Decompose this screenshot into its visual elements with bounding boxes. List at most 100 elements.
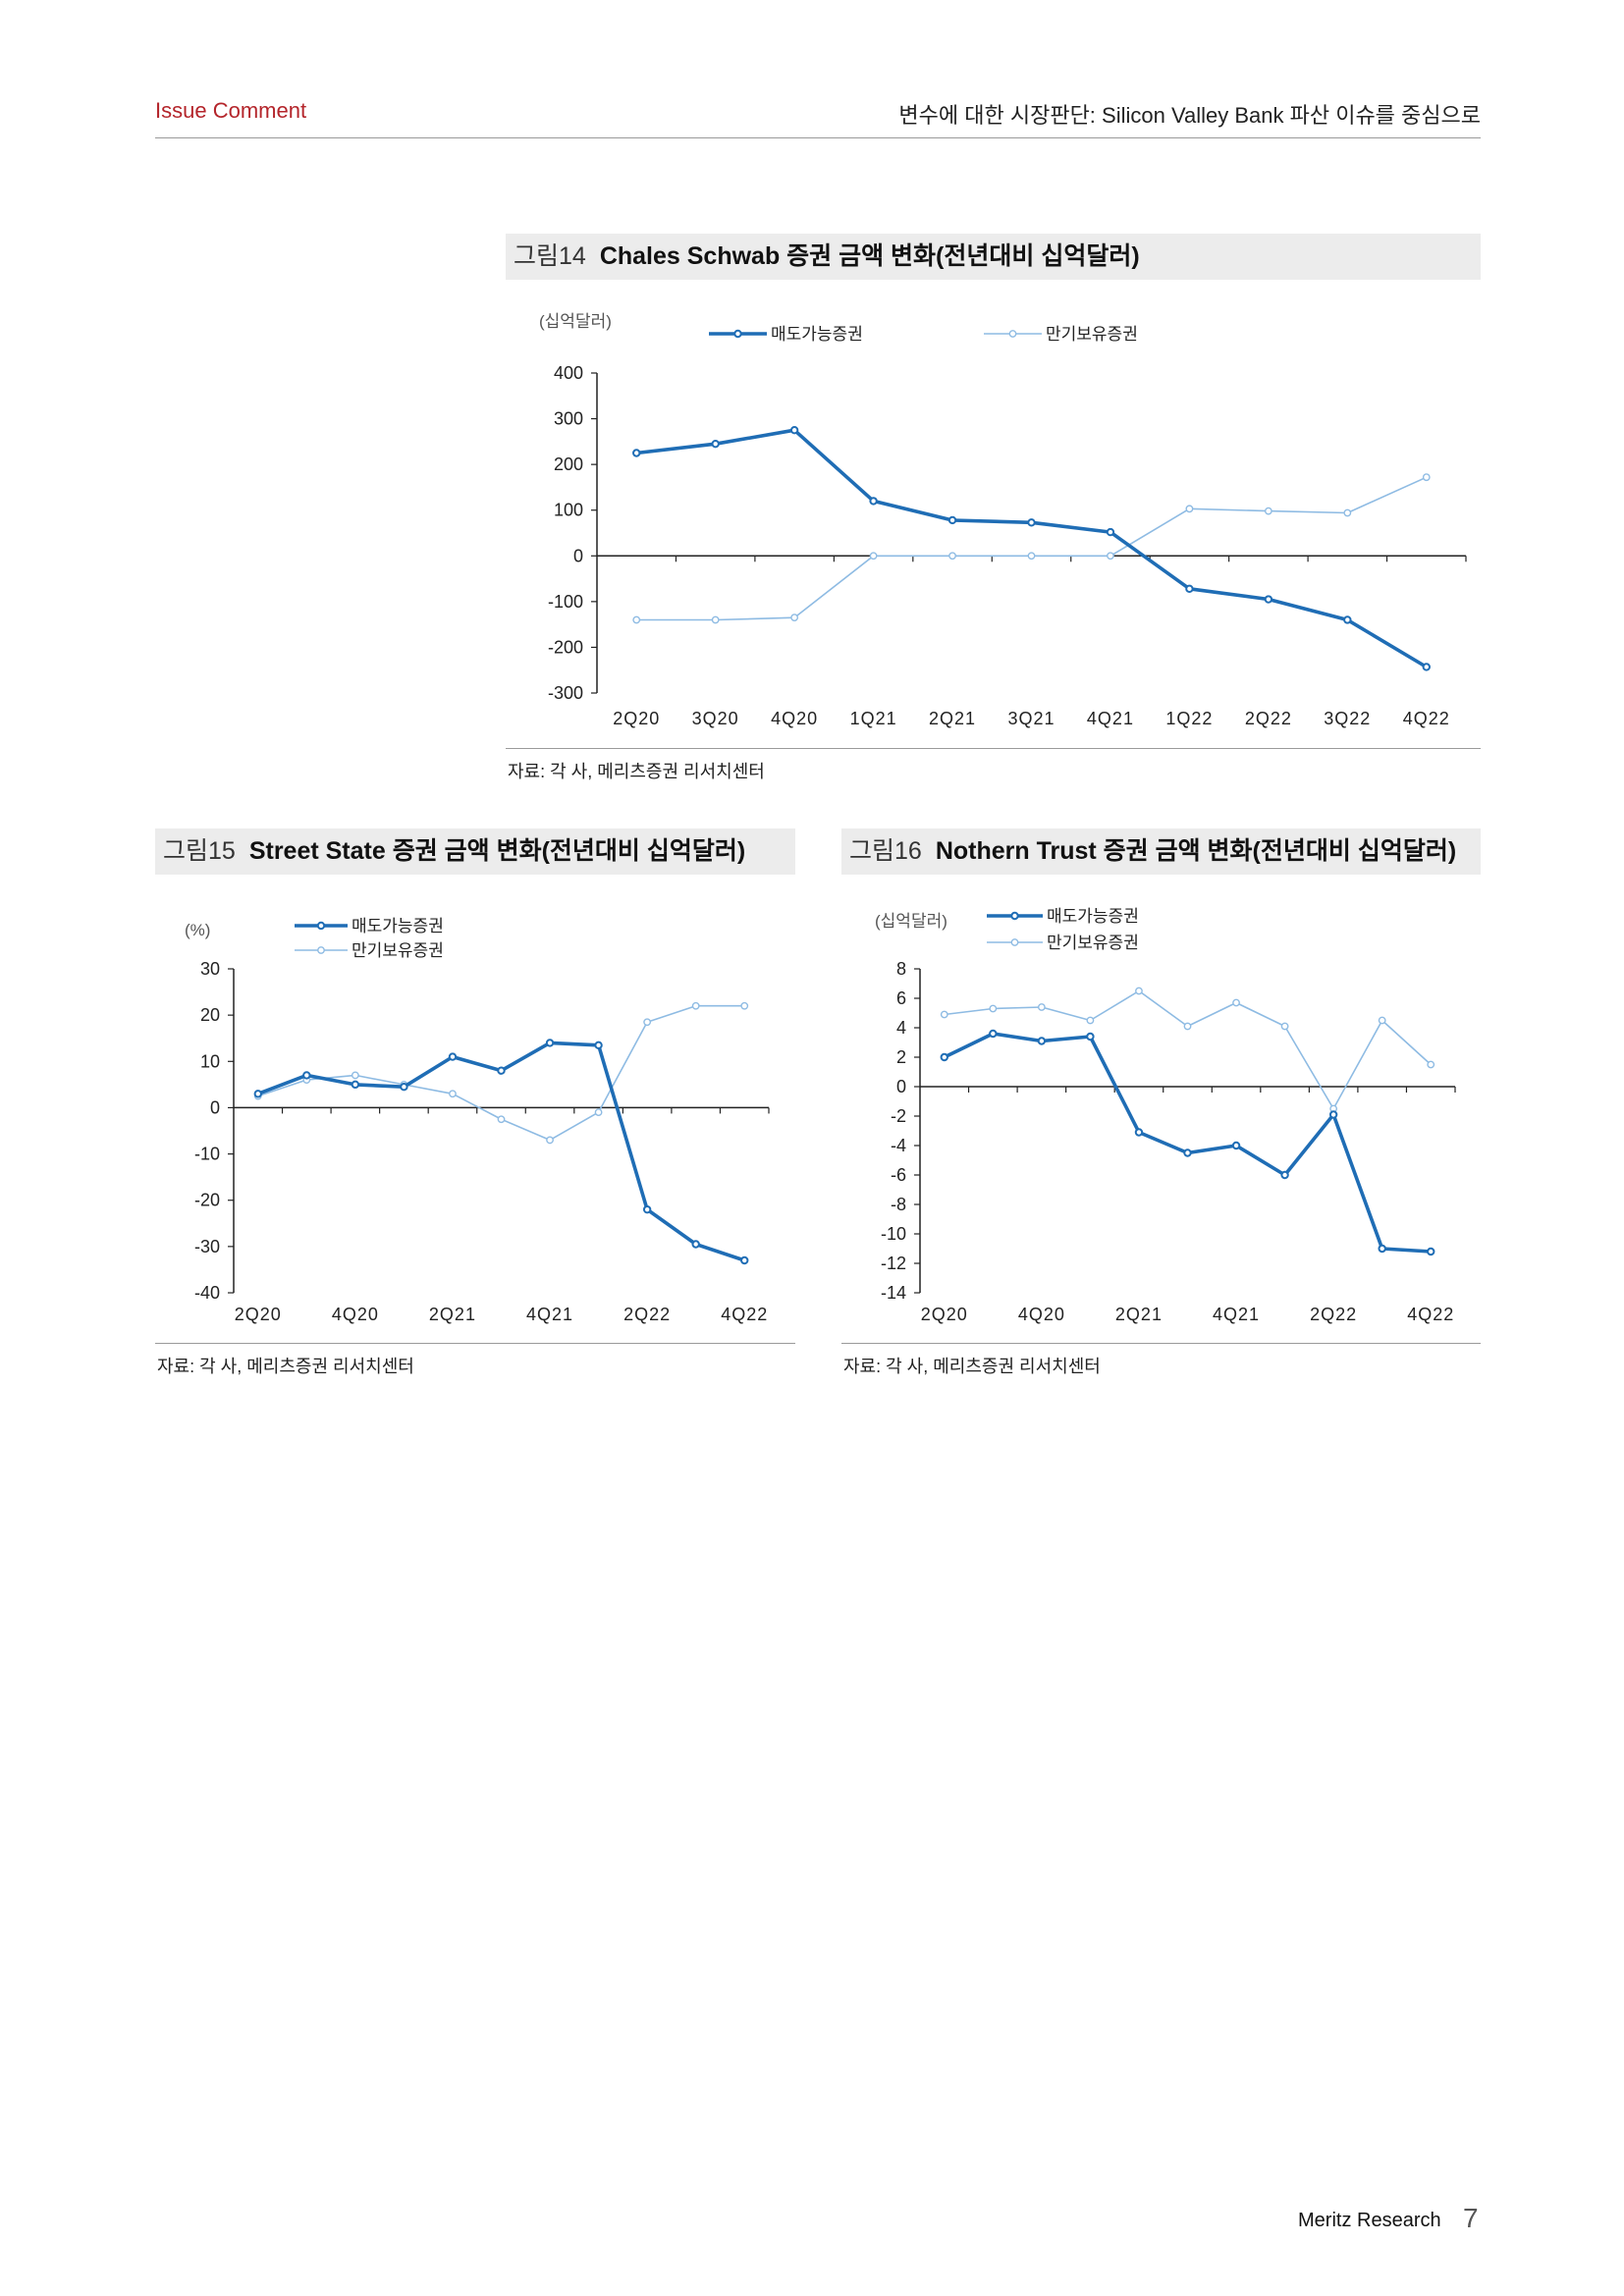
series-1-point	[448, 1052, 458, 1061]
series-1-point	[642, 1204, 652, 1214]
x-tick-label: 4Q22	[1407, 1305, 1454, 1324]
series-2-point	[1185, 505, 1194, 513]
x-tick-label: 2Q22	[1310, 1305, 1357, 1324]
x-tick-label: 2Q21	[429, 1305, 476, 1324]
header-divider	[155, 137, 1481, 138]
series-line-1	[944, 1032, 1432, 1254]
series-2-point	[1037, 1003, 1046, 1011]
series-1-point	[1106, 527, 1115, 537]
legend-marker-1	[1010, 911, 1019, 921]
series-2-point	[643, 1018, 652, 1027]
y-tick-label: -14	[881, 1283, 906, 1303]
y-tick-label: 8	[896, 959, 906, 979]
legend-label-2: 만기보유증권	[352, 941, 444, 960]
series-1-point	[497, 1066, 506, 1075]
series-1-point	[1037, 1037, 1047, 1045]
series-1-point	[947, 515, 957, 525]
legend-label-2: 만기보유증권	[1046, 325, 1138, 344]
series-1-point	[1422, 663, 1431, 671]
figure-15-number: 그림15	[163, 837, 236, 865]
unit-label: (%)	[185, 921, 210, 939]
series-1-point	[1183, 1148, 1192, 1157]
series-2-point	[1264, 507, 1272, 515]
figure-16-source-divider	[841, 1343, 1481, 1344]
figure-15-title: Street State 증권 금액 변화(전년대비 십억달러)	[248, 837, 746, 865]
x-tick-label: 4Q21	[526, 1305, 573, 1324]
series-2-point	[1027, 552, 1036, 561]
y-tick-label: 400	[554, 363, 583, 383]
series-2-point	[989, 1004, 998, 1013]
x-tick-label: 2Q20	[235, 1305, 282, 1324]
series-1-point	[940, 1052, 948, 1062]
x-tick-label: 2Q21	[1115, 1305, 1163, 1324]
legend-label-2: 만기보유증권	[1047, 934, 1139, 952]
legend-label-1: 매도가능증권	[1047, 907, 1139, 926]
series-2-point	[1427, 1060, 1435, 1069]
x-tick-label: 4Q20	[1018, 1305, 1065, 1324]
series-2-point	[1343, 508, 1352, 517]
series-1-point	[400, 1083, 408, 1092]
y-tick-label: 0	[896, 1077, 906, 1096]
series-1-point	[789, 426, 799, 435]
figure-15-source-divider	[155, 1343, 795, 1344]
series-2-point	[1232, 998, 1240, 1007]
series-line-1	[257, 1041, 745, 1262]
figure-16-title: Nothern Trust 증권 금액 변화(전년대비 십억달러)	[935, 837, 1457, 865]
series-1-point	[253, 1090, 262, 1098]
x-tick-label: 2Q22	[623, 1305, 671, 1324]
y-tick-label: -12	[881, 1254, 906, 1273]
series-2-point	[1280, 1022, 1289, 1031]
series-1-point	[594, 1041, 603, 1049]
figure-14-title-bar: 그림14 Chales Schwab 증권 금액 변화(전년대비 십억달러)	[506, 234, 1481, 280]
x-tick-label: 4Q21	[1213, 1305, 1260, 1324]
figure-14-source-divider	[506, 748, 1481, 749]
x-tick-label: 3Q20	[692, 709, 739, 728]
series-1-point	[691, 1240, 700, 1249]
series-1-point	[740, 1255, 749, 1265]
legend-marker-2	[317, 946, 325, 954]
y-tick-label: -2	[891, 1106, 906, 1126]
y-tick-label: 200	[554, 454, 583, 474]
series-2-point	[1107, 552, 1114, 561]
y-tick-label: 300	[554, 409, 583, 429]
x-tick-label: 4Q20	[771, 709, 818, 728]
y-tick-label: 100	[554, 501, 583, 520]
series-1-point	[302, 1071, 311, 1080]
series-2-point	[449, 1090, 457, 1098]
series-2-point	[1183, 1022, 1192, 1031]
y-tick-label: 0	[573, 546, 583, 565]
figure-16-title-bar: 그림16 Nothern Trust 증권 금액 변화(전년대비 십억달러)	[841, 828, 1481, 875]
x-tick-label: 2Q20	[613, 709, 660, 728]
y-tick-label: -100	[548, 592, 583, 612]
legend-label-1: 매도가능증권	[771, 325, 863, 344]
series-2-point	[711, 615, 720, 624]
figure-14-chart: (십억달러) 400 300 200 100 0 -100 -200 -300 2Q20 3Q20 4…	[539, 312, 1467, 728]
series-1-point	[989, 1029, 998, 1039]
series-1-point	[1264, 595, 1273, 604]
figure-15-source: 자료: 각 사, 메리츠증권 리서치센터	[157, 1357, 414, 1376]
unit-label: (십억달러)	[539, 312, 612, 331]
series-1-point	[1427, 1247, 1435, 1256]
y-tick-label: -200	[548, 637, 583, 657]
series-2-point	[594, 1108, 603, 1117]
y-tick-label: -10	[194, 1145, 220, 1164]
series-2-point	[790, 614, 799, 622]
series-line-1	[635, 428, 1428, 669]
figure-15-chart: (%) 30 20 10 0 -10 -20 -30 -40 2Q20 4Q20 2Q21 4Q21 2Q…	[185, 917, 770, 1324]
series-2-point	[691, 1001, 700, 1010]
series-2-point	[1086, 1016, 1095, 1025]
y-tick-label: -300	[548, 683, 583, 703]
series-2-point	[546, 1136, 554, 1145]
x-tick-label: 2Q21	[929, 709, 976, 728]
y-tick-label: 20	[200, 1005, 220, 1025]
series-1-point	[1134, 1128, 1144, 1137]
y-tick-label: -30	[194, 1237, 220, 1256]
series-2-point	[948, 552, 956, 561]
series-1-point	[869, 497, 878, 506]
y-tick-label: 10	[200, 1051, 220, 1071]
x-tick-label: 2Q20	[921, 1305, 968, 1324]
y-tick-label: -4	[891, 1136, 906, 1155]
figure-15-title-bar: 그림15 Street State 증권 금액 변화(전년대비 십억달러)	[155, 828, 795, 875]
series-1-point	[1378, 1244, 1386, 1254]
series-1-point	[1328, 1110, 1338, 1119]
